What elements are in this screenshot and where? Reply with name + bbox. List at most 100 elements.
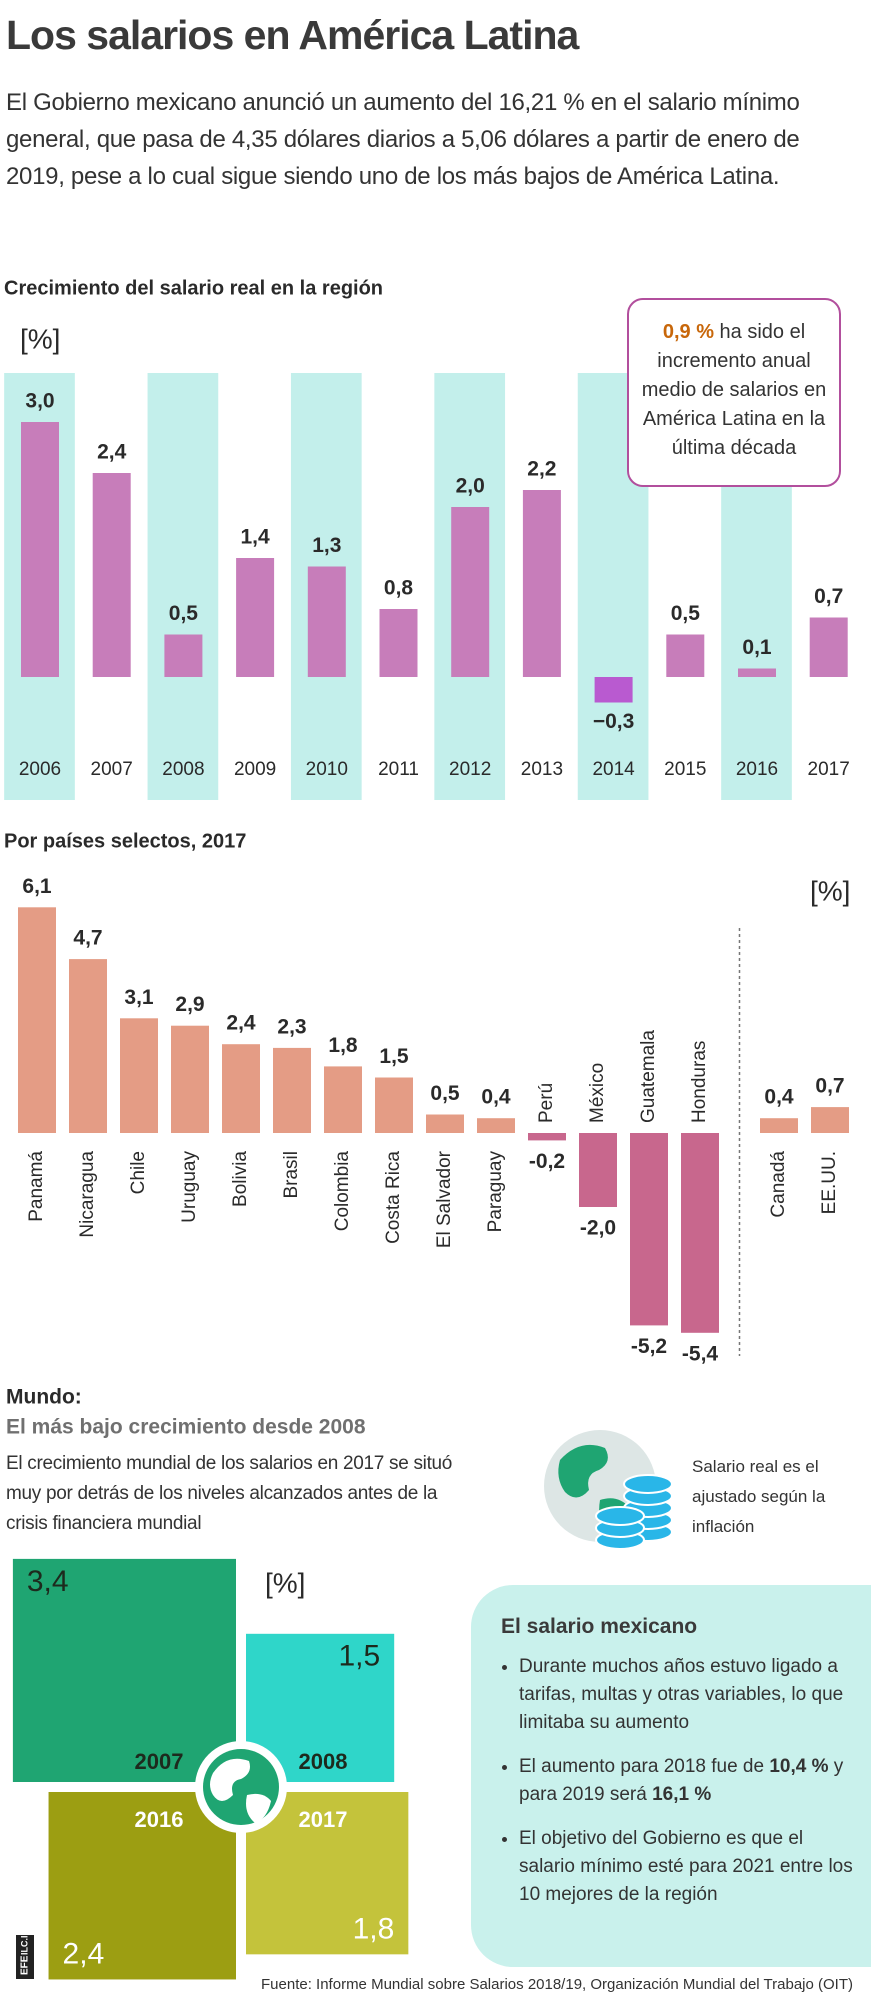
year-label: 2007 [135,1749,184,1774]
value-label: 0,7 [815,1075,844,1098]
value-label: -0,2 [529,1150,565,1173]
bullet: Durante muchos años estuvo ligado a tari… [519,1653,857,1737]
bar [738,668,776,677]
bullet-text: El aumento para 2018 fue de [519,1756,770,1777]
category-label: Bolivia [230,1151,251,1207]
value-label: 3,0 [25,390,54,413]
chart-title: Por países selectos, 2017 [4,830,246,852]
value-label: 2,2 [527,458,556,481]
bar [811,1107,849,1133]
value-label: 0,5 [430,1082,460,1105]
category-label: 2016 [736,759,778,780]
bar [630,1133,668,1326]
bullet: El objetivo del Gobierno es que el salar… [519,1825,857,1909]
credit-text: EFE [20,1955,31,1975]
value-label: 2,4 [63,1937,105,1970]
bar [594,677,633,703]
coins [595,1474,673,1550]
value-label: -5,2 [631,1335,667,1358]
value-label: −0,3 [593,710,634,733]
bullet: El aumento para 2018 fue de 10,4 % y par… [519,1753,857,1809]
credit: EFE ILC.INK [16,1922,34,1979]
annotation: 0,9 % ha sido el incremento anual medio … [627,298,841,487]
value-label: 3,1 [124,986,154,1009]
value-label: 2,4 [226,1012,256,1035]
value-label: -5,4 [682,1342,719,1365]
bar [307,566,346,677]
band [147,373,219,800]
value-label: 2,4 [97,441,127,464]
bar [528,1133,566,1141]
category-label: Costa Rica [383,1151,404,1244]
coin [595,1506,645,1526]
bar [120,1018,158,1133]
year-label: 2017 [299,1807,348,1832]
section-title: Mundo: [6,1386,82,1409]
year-label: 2016 [135,1807,184,1832]
bar [760,1118,798,1133]
category-label: 2010 [306,759,348,780]
value-label: 2,3 [277,1015,306,1038]
bar [809,617,848,677]
bar [666,634,705,677]
bar [451,507,490,677]
value-label: 0,5 [671,602,701,625]
category-label: 2017 [808,759,850,780]
annotation-text: ha sido el incremento anual medio de sal… [641,321,827,459]
value-label: 1,5 [379,1045,409,1068]
category-label: Honduras [689,1041,710,1123]
square [48,1792,236,1980]
value-label: 0,5 [169,602,199,625]
value-label: 1,8 [328,1034,358,1057]
unit-label: [%] [20,323,60,354]
value-label: -2,0 [580,1217,616,1240]
square [12,1558,236,1782]
category-label: Chile [128,1151,149,1194]
category-label: Panamá [26,1151,47,1222]
category-label: 2014 [592,759,635,780]
value-label: 1,4 [240,526,270,549]
category-label: 2012 [449,759,491,780]
section-subtitle: El más bajo crecimiento desde 2008 [6,1416,366,1439]
value-label: 1,3 [312,534,341,557]
square-chart: 3,4 2007 1,5 2008 2,4 2016 1,8 2017 [12,1558,409,1980]
category-label: 2006 [19,759,61,780]
bar [21,422,59,677]
bullet-text: Durante muchos años estuvo ligado a tari… [519,1656,844,1733]
bar [375,1077,413,1133]
category-label: 2013 [521,759,563,780]
section-description: El crecimiento mundial de los salarios e… [6,1453,453,1534]
bullet-emphasis: 16,1 % [652,1784,712,1805]
bar [18,907,56,1133]
category-label: Brasil [281,1151,302,1199]
bar [324,1066,362,1133]
intro-text: El Gobierno mexicano anunció un aumento … [6,89,800,190]
category-label: 2015 [664,759,706,780]
value-label: 2,9 [175,993,204,1016]
info-box: El salario mexicano Durante muchos años … [471,1585,871,1967]
category-label: 2009 [234,759,276,780]
value-label: 1,5 [338,1640,380,1673]
source: Fuente: Informe Mundial sobre Salarios 2… [261,1976,853,1993]
credit-text: ILC.INK [19,1922,29,1955]
category-label: Guatemala [638,1030,659,1123]
bar [222,1044,260,1133]
value-label: 4,7 [73,927,102,950]
page-title: Los salarios en América Latina [6,12,579,58]
category-label: Canadá [768,1151,789,1218]
category-label: EE.UU. [819,1151,840,1214]
bullet-emphasis: 10,4 % [769,1756,829,1777]
category-label: El Salvador [434,1150,455,1248]
unit-label: [%] [810,875,850,906]
year-label: 2008 [299,1749,348,1774]
annotation-highlight: 0,9 % [662,321,714,343]
value-label: 0,4 [764,1086,794,1109]
bar [273,1047,311,1133]
unit-label: [%] [265,1567,305,1598]
globe-icon [544,1430,673,1550]
value-label: 0,8 [384,577,414,600]
bar [426,1114,464,1133]
category-label: Colombia [332,1151,353,1232]
